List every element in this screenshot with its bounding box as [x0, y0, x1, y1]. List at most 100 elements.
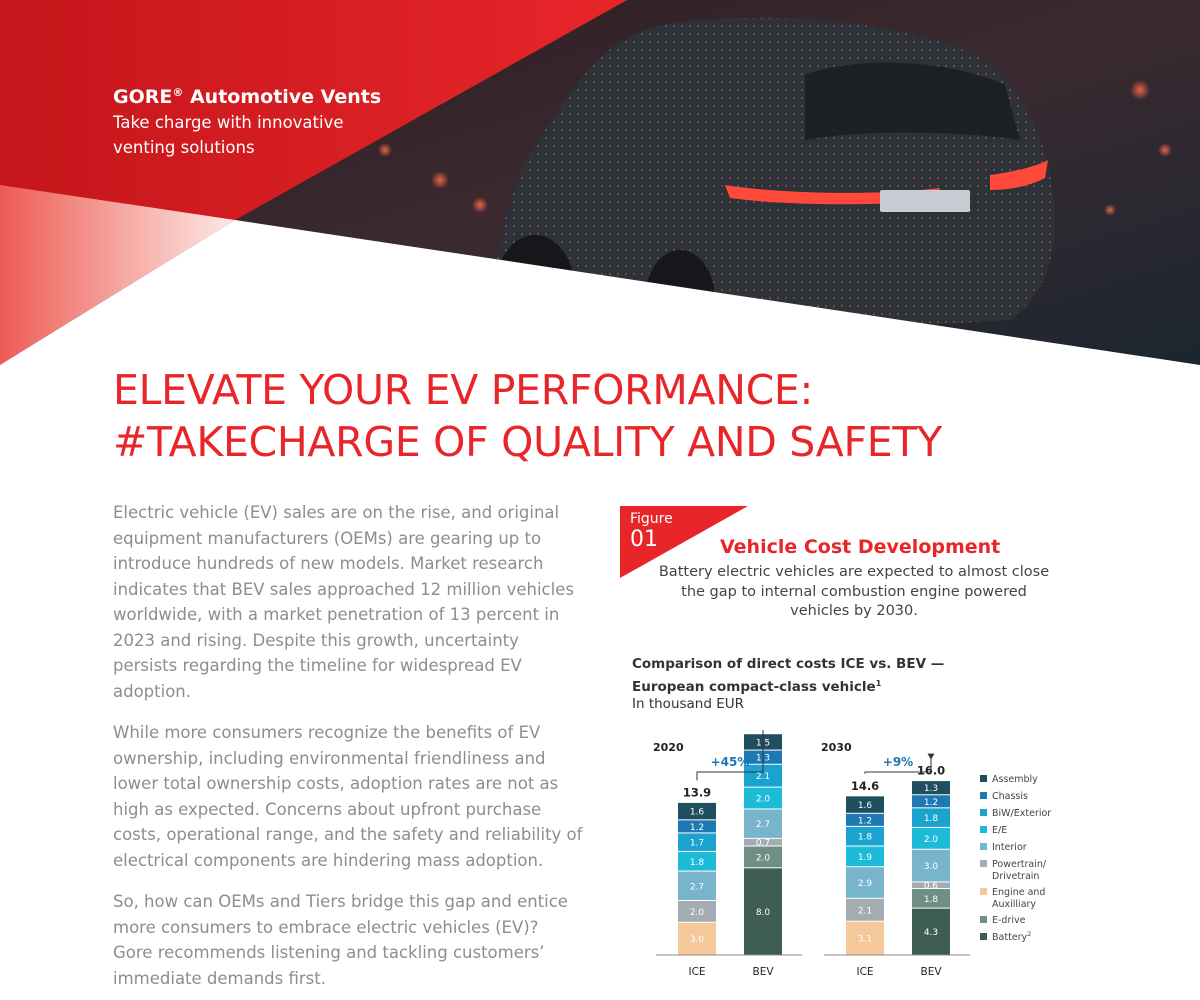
- segment-label: 1.2: [924, 798, 938, 808]
- bar-segment-2030-ICE-ee: [846, 846, 884, 867]
- segment-label: 1.2: [858, 816, 872, 826]
- bar-segment-2020-ICE-ee: [678, 851, 716, 871]
- segment-label: 1.3: [924, 784, 938, 794]
- bar-segment-2020-ICE-assembly: [678, 802, 716, 820]
- segment-label: 1.7: [690, 839, 704, 849]
- segment-label: 1.2: [690, 823, 704, 833]
- change-bracket-2020: [696, 730, 764, 781]
- bar-segment-2030-BEV-biwexterior: [912, 808, 950, 827]
- segment-label: 2.9: [858, 879, 873, 889]
- segment-label: 2.0: [756, 853, 771, 863]
- headline-line-2: #TAKECHARGE OF QUALITY AND SAFETY: [113, 418, 942, 466]
- legend-swatch-interior: [980, 843, 987, 850]
- segment-label: 1.8: [690, 858, 705, 868]
- bar-segment-2020-BEV-interior: [744, 809, 782, 838]
- segment-label: 0.6: [924, 882, 939, 892]
- figure-label: Figure: [630, 511, 673, 527]
- legend-label-powertraindrivetrain: Powertrain/: [992, 859, 1047, 870]
- bar-segment-2030-ICE-biwexterior: [846, 826, 884, 846]
- bar-segment-2030-ICE-engineandauxilliary: [846, 921, 884, 955]
- legend-swatch-engineandauxilliary: [980, 888, 987, 895]
- page-headline: ELEVATE YOUR EV PERFORMANCE: #TAKECHARGE…: [113, 364, 942, 468]
- segment-label: 1.6: [690, 808, 705, 818]
- change-arrow-2030: [927, 753, 935, 760]
- legend-label-edrive: E-drive: [992, 915, 1026, 926]
- bar-segment-2030-ICE-chassis: [846, 813, 884, 826]
- segment-label: 0.7: [756, 839, 770, 849]
- bar-segment-2030-BEV-assembly: [912, 781, 950, 795]
- category-label-2020-ICE: ICE: [688, 966, 705, 978]
- legend-label-ee: E/E: [992, 825, 1007, 836]
- segment-label: 1.8: [924, 814, 939, 824]
- segment-label: 2.0: [924, 835, 939, 845]
- bar-segment-2020-ICE-interior: [678, 871, 716, 900]
- bar-total-2030-ICE: 14.6: [851, 779, 879, 793]
- figure-badge: [620, 506, 748, 578]
- bar-segment-2020-ICE-powertraindrivetrain: [678, 901, 716, 922]
- segment-label: 2.0: [756, 795, 771, 805]
- brand-tagline: Take charge with innovative venting solu…: [113, 113, 344, 157]
- brand-block: GORE® Automotive Vents Take charge with …: [113, 80, 381, 160]
- cost-chart: 2020 3.0 2.0 2.7 1.8 1.7 1.2 1.6 13.9 ICE 8.0 2.0 0.…: [653, 730, 1051, 978]
- figure-description: Battery electric vehicles are expected t…: [658, 564, 1050, 619]
- bar-segment-2030-ICE-interior: [846, 867, 884, 898]
- hero-image: [0, 0, 1200, 365]
- segment-label: 1.9: [858, 853, 873, 863]
- legend-swatch-biwexterior: [980, 809, 987, 816]
- year-label-2030: 2030: [821, 741, 852, 754]
- legend-swatch-powertraindrivetrain: [980, 860, 987, 867]
- legend-swatch-edrive: [980, 916, 987, 923]
- legend-label-assembly: Assembly: [992, 774, 1038, 785]
- bar-segment-2020-BEV-ee: [744, 787, 782, 809]
- segment-label: 4.3: [924, 928, 938, 938]
- bar-segment-2020-BEV-biwexterior: [744, 764, 782, 787]
- legend-swatch-assembly: [980, 775, 987, 782]
- hero-banner: GORE® Automotive Vents Take charge with …: [0, 0, 1200, 365]
- legend-swatch-chassis: [980, 792, 987, 799]
- chart-title: Comparison of direct costs ICE vs. BEV —…: [632, 656, 945, 695]
- segment-label: 1.6: [858, 801, 873, 811]
- legend-label-biwexterior: BiW/Exterior: [992, 808, 1051, 819]
- change-label-2020: +45%: [711, 755, 750, 769]
- change-bracket-2030: [864, 756, 932, 774]
- bar-segment-2020-BEV-powertraindrivetrain: [744, 838, 782, 846]
- segment-label: 2.7: [756, 820, 770, 830]
- body-text: Electric vehicle (EV) sales are on the r…: [113, 500, 583, 1000]
- legend-label-chassis: Chassis: [992, 791, 1028, 802]
- bar-segment-2020-BEV-edrive: [744, 846, 782, 868]
- change-label-2030: +9%: [883, 755, 913, 769]
- category-label-2030-ICE: ICE: [856, 966, 873, 978]
- legend-label-powertraindrivetrain: Drivetrain: [992, 871, 1039, 882]
- bar-segment-2030-BEV-powertraindrivetrain: [912, 882, 950, 889]
- legend-swatch-battery: [980, 933, 987, 940]
- bar-segment-2030-BEV-ee: [912, 827, 950, 849]
- segment-label: 2.7: [690, 882, 704, 892]
- registered-mark: ®: [172, 86, 184, 99]
- headline-line-1: ELEVATE YOUR EV PERFORMANCE:: [113, 366, 814, 414]
- bar-segment-2020-BEV-battery: [744, 868, 782, 955]
- segment-label: 2.1: [858, 906, 872, 916]
- brand-title: GORE® Automotive Vents: [113, 86, 382, 108]
- bar-total-2020-ICE: 13.9: [683, 785, 711, 799]
- bar-segment-2030-BEV-interior: [912, 849, 950, 882]
- bar-segment-2030-BEV-battery: [912, 908, 950, 955]
- legend-label-battery: Battery2: [992, 930, 1031, 943]
- segment-label: 3.1: [858, 935, 872, 945]
- figure-title: Vehicle Cost Development: [720, 536, 1001, 558]
- category-label-2030-BEV: BEV: [920, 966, 942, 978]
- bar-segment-2030-ICE-assembly: [846, 796, 884, 813]
- chart-unit: In thousand EUR: [632, 696, 745, 712]
- segment-label: 8.0: [756, 908, 771, 918]
- segment-label: 3.0: [690, 935, 705, 945]
- body-paragraph-2: While more consumers recognize the benef…: [113, 723, 583, 870]
- bar-segment-2030-BEV-edrive: [912, 889, 950, 908]
- segment-label: 3.0: [924, 862, 939, 872]
- segment-label: 2.1: [756, 772, 770, 782]
- bar-segment-2030-ICE-powertraindrivetrain: [846, 898, 884, 921]
- body-paragraph-1: Electric vehicle (EV) sales are on the r…: [113, 503, 574, 701]
- bar-segment-2020-ICE-biwexterior: [678, 833, 716, 851]
- category-label-2020-BEV: BEV: [752, 966, 774, 978]
- segment-label: 1.8: [858, 833, 873, 843]
- legend-label-engineandauxilliary: Engine and: [992, 887, 1045, 898]
- segment-label: 2.0: [690, 908, 705, 918]
